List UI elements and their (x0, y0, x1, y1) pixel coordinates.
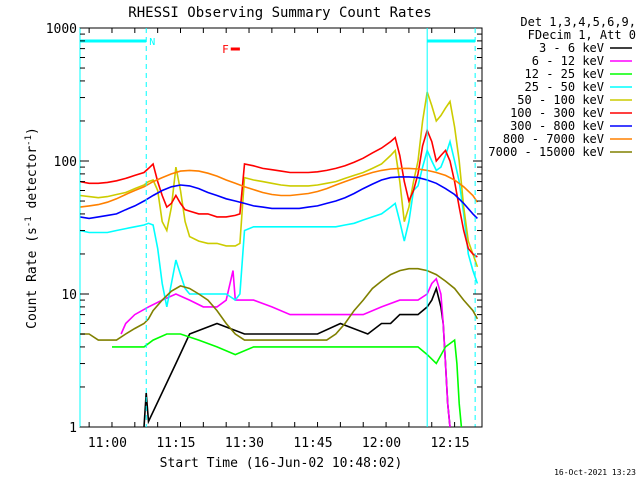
legend: Det 1,3,4,5,6,9, FDecim 1, Att 0 3 - 6 k… (488, 15, 636, 159)
y-label-sup2: -1 (24, 135, 34, 146)
series-line (80, 267, 479, 341)
series-line (79, 167, 479, 208)
legend-label: 50 - 100 keV (517, 93, 604, 107)
legend-label: 12 - 25 keV (525, 67, 604, 81)
legend-label: 300 - 800 keV (510, 119, 604, 133)
y-label-mid: detector (25, 146, 40, 217)
series-line (112, 333, 463, 428)
legend-header-2: FDecim 1, Att 0 (528, 28, 636, 42)
y-axis-label: Count Rate (s-1 detector-1) (24, 127, 40, 329)
legend-header-1: Det 1,3,4,5,6,9, (520, 15, 636, 29)
night-label: N (149, 37, 155, 48)
series-layer (79, 91, 479, 428)
legend-label: 3 - 6 keV (539, 41, 604, 55)
y-tick-label: 10 (61, 288, 77, 303)
series-line (79, 138, 479, 308)
x-tick-label: 11:15 (156, 436, 195, 451)
series-line (120, 270, 451, 428)
y-tick-label: 1 (69, 421, 77, 436)
y-label-end: ) (25, 127, 40, 135)
x-tick-label: 11:00 (88, 436, 127, 451)
series-line (79, 176, 478, 220)
series-line (143, 285, 451, 428)
y-label-main: Count Rate (s (25, 227, 40, 329)
series-line (79, 128, 478, 258)
legend-label: 800 - 7000 keV (503, 132, 604, 146)
y-tick-label: 1000 (46, 22, 77, 37)
axis-layer: 1000 100 10 1 11:00 11:15 11:30 11:45 12:00 12:15 (46, 22, 482, 451)
flare-label: F (222, 43, 229, 56)
series-line (79, 91, 479, 268)
legend-label: 25 - 50 keV (525, 80, 604, 94)
overlay-layer: NF (79, 28, 476, 427)
y-label-sup1: -1 (24, 216, 34, 227)
legend-label: 7000 - 15000 keV (488, 145, 604, 159)
legend-label: 6 - 12 keV (532, 54, 604, 68)
y-tick-label: 100 (54, 155, 77, 170)
x-tick-label: 12:00 (362, 436, 401, 451)
legend-label: 100 - 300 keV (510, 106, 604, 120)
x-tick-label: 12:15 (430, 436, 469, 451)
x-tick-label: 11:45 (293, 436, 332, 451)
chart-title: RHESSI Observing Summary Count Rates (128, 5, 431, 21)
timestamp: 16-Oct-2021 13:23 (554, 468, 636, 477)
x-axis-label: Start Time (16-Jun-02 10:48:02) (160, 456, 403, 471)
x-tick-label: 11:30 (225, 436, 264, 451)
